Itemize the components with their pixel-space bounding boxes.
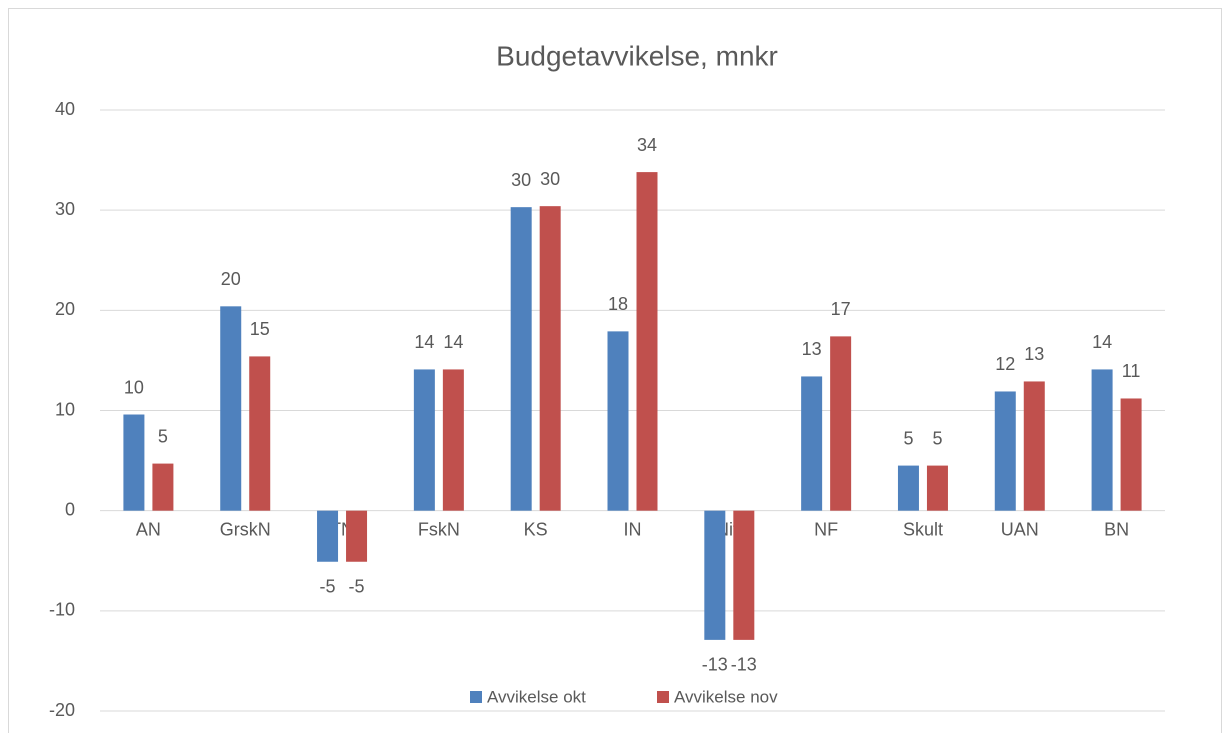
data-label: 13 bbox=[802, 339, 822, 359]
y-tick-label: 20 bbox=[55, 299, 75, 319]
chart-title: Budgetavvikelse, mnkr bbox=[496, 40, 778, 71]
bar bbox=[801, 376, 823, 511]
data-label: -5 bbox=[320, 577, 336, 597]
data-label: 30 bbox=[540, 169, 560, 189]
bar bbox=[220, 306, 242, 511]
data-label: 14 bbox=[414, 332, 434, 352]
y-tick-label: 10 bbox=[55, 399, 75, 419]
bar bbox=[249, 356, 271, 511]
bar bbox=[607, 331, 629, 511]
y-tick-label: 40 bbox=[55, 99, 75, 119]
bar bbox=[897, 465, 919, 511]
bar bbox=[539, 206, 561, 511]
x-tick-label: AN bbox=[136, 519, 161, 539]
bar bbox=[1120, 398, 1142, 511]
bar bbox=[830, 336, 852, 511]
bar bbox=[1091, 369, 1113, 511]
x-tick-label: GrskN bbox=[220, 519, 271, 539]
y-tick-label: -10 bbox=[49, 600, 75, 620]
data-label: 13 bbox=[1024, 344, 1044, 364]
bar bbox=[123, 414, 145, 511]
y-tick-label: 0 bbox=[65, 499, 75, 519]
bar bbox=[1023, 381, 1045, 511]
bar bbox=[346, 510, 368, 562]
data-label: 15 bbox=[250, 319, 270, 339]
bar bbox=[510, 207, 532, 511]
x-tick-label: UAN bbox=[1001, 519, 1039, 539]
bar bbox=[733, 510, 755, 640]
data-label: 20 bbox=[221, 269, 241, 289]
data-label: 30 bbox=[511, 170, 531, 190]
bar bbox=[636, 172, 658, 511]
legend-swatch bbox=[470, 691, 482, 703]
data-label: 10 bbox=[124, 377, 144, 397]
bar bbox=[442, 369, 464, 511]
y-tick-label: 30 bbox=[55, 199, 75, 219]
data-label: 12 bbox=[995, 354, 1015, 374]
x-tick-label: NF bbox=[814, 519, 838, 539]
data-label: 34 bbox=[637, 135, 657, 155]
bar bbox=[926, 465, 948, 511]
x-tick-label: IN bbox=[624, 519, 642, 539]
data-label: 5 bbox=[158, 426, 168, 446]
data-label: -13 bbox=[731, 655, 757, 675]
x-tick-label: BN bbox=[1104, 519, 1129, 539]
data-label: 17 bbox=[831, 299, 851, 319]
bar bbox=[994, 391, 1016, 511]
data-label: -5 bbox=[349, 577, 365, 597]
legend-label: Avvikelse nov bbox=[674, 687, 778, 706]
bar bbox=[413, 369, 435, 511]
bar bbox=[704, 510, 726, 640]
bar bbox=[317, 510, 339, 562]
bar bbox=[152, 463, 174, 511]
y-tick-label: -20 bbox=[49, 700, 75, 720]
legend-swatch bbox=[657, 691, 669, 703]
data-label: 5 bbox=[903, 428, 913, 448]
x-tick-label: Skult bbox=[903, 519, 943, 539]
x-tick-label: KS bbox=[524, 519, 548, 539]
legend-label: Avvikelse okt bbox=[487, 687, 586, 706]
data-label: 11 bbox=[1122, 361, 1141, 381]
x-tick-label: FskN bbox=[418, 519, 460, 539]
data-label: -13 bbox=[702, 655, 728, 675]
data-label: 5 bbox=[932, 428, 942, 448]
data-label: 14 bbox=[1092, 332, 1112, 352]
data-label: 18 bbox=[608, 294, 628, 314]
data-label: 14 bbox=[443, 332, 463, 352]
